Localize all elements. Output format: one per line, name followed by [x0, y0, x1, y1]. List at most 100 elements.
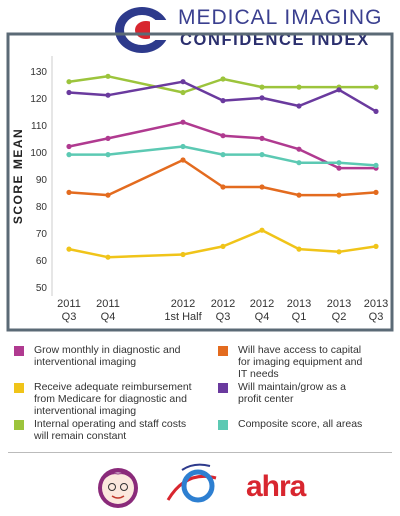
data-point [180, 119, 186, 125]
legend-label: Internal operating and staff costs will … [34, 418, 187, 442]
data-point [220, 184, 226, 190]
x-tick-label-period: Q2 [332, 311, 347, 323]
series [66, 157, 379, 198]
x-tick-label-year: 2012 [211, 298, 235, 310]
data-point [180, 79, 186, 85]
x-tick-label-period: Q3 [62, 311, 77, 323]
y-tick-label: 130 [30, 67, 47, 78]
legend-label: Composite score, all areas [238, 418, 363, 430]
y-axis-label: SCORE MEAN [11, 128, 25, 224]
y-tick-label: 80 [36, 202, 48, 213]
data-point [259, 95, 265, 101]
x-tick-label-period: Q3 [369, 311, 384, 323]
data-point [336, 87, 342, 93]
series [66, 227, 379, 260]
series [66, 73, 379, 96]
x-tick-label-year: 2013 [287, 298, 311, 310]
data-point [259, 135, 265, 141]
data-point [220, 98, 226, 104]
data-point [180, 89, 186, 96]
data-point [180, 157, 186, 163]
brand-title: MEDICAL IMAGING [178, 6, 383, 29]
data-point [336, 249, 342, 255]
y-tick-label: 70 [36, 229, 48, 240]
series-line [67, 145, 378, 167]
data-point [66, 189, 72, 195]
x-tick-label-year: 2012 [250, 298, 274, 310]
data-point [66, 246, 72, 252]
data-point [180, 251, 186, 258]
data-point [373, 243, 379, 249]
y-tick-label: 90 [36, 175, 48, 186]
footer-divider [8, 452, 392, 453]
series-line [67, 158, 378, 197]
data-point [220, 133, 226, 139]
data-point [220, 76, 226, 82]
series-line [67, 75, 378, 94]
data-point [296, 146, 302, 152]
legend-label: Receive adequate reimbursement from Medi… [34, 381, 192, 417]
data-point [373, 189, 379, 195]
data-point [105, 92, 111, 98]
data-point [296, 84, 302, 90]
x-tick-label-period: Q4 [255, 311, 270, 323]
x-tick-label-year: 2011 [96, 298, 120, 310]
legend-swatch [218, 346, 228, 356]
y-tick-label: 100 [30, 148, 47, 159]
data-point [296, 246, 302, 252]
series-line [67, 80, 378, 113]
series-line [67, 228, 378, 259]
y-tick-label: 110 [31, 121, 47, 132]
series-lines [66, 73, 379, 260]
legend-swatch [14, 383, 24, 393]
series [66, 143, 379, 168]
data-point [220, 243, 226, 249]
x-tick-label-year: 2011 [57, 298, 81, 310]
data-point [220, 152, 226, 158]
data-point [105, 135, 111, 141]
header: MEDICAL IMAGING CONFIDENCE INDEX [0, 0, 400, 58]
data-point [105, 254, 111, 260]
data-point [105, 192, 111, 198]
data-point [180, 143, 186, 150]
data-point [259, 84, 265, 90]
x-tick-label-period: Q1 [292, 311, 307, 323]
data-point [259, 227, 265, 233]
data-point [66, 143, 72, 150]
data-point [66, 152, 72, 158]
data-point [296, 160, 302, 166]
data-point [66, 89, 72, 96]
data-point [373, 108, 379, 114]
x-tick-label-period: 1st Half [164, 311, 202, 323]
grandma-mascot-icon [98, 468, 138, 508]
y-tick-labels: 50 60 70 80 90 100 110 120 130 [30, 67, 47, 294]
data-point [336, 160, 342, 166]
data-point [336, 192, 342, 198]
series-line [67, 120, 378, 170]
data-point [259, 152, 265, 158]
data-point [373, 84, 379, 90]
legend-swatch [14, 420, 24, 430]
legend-label: Grow monthly in diagnostic and intervent… [34, 344, 181, 368]
legend-swatch [218, 420, 228, 430]
y-tick-label: 120 [30, 94, 47, 105]
data-point [373, 162, 379, 168]
legend-label: Will maintain/grow as a profit center [238, 381, 346, 405]
data-point [105, 73, 111, 79]
data-point [66, 79, 72, 85]
series [66, 79, 379, 114]
x-tick-label-year: 2013 [364, 298, 388, 310]
ahra-logo: ahra [246, 470, 306, 503]
imaging-swoosh-icon [166, 463, 217, 503]
legend-swatch [218, 383, 228, 393]
legend-label: Will have access to capital for imaging … [238, 344, 363, 380]
chart-frame [6, 32, 394, 332]
y-tick-label: 60 [36, 256, 48, 267]
y-tick-label: 50 [36, 283, 48, 294]
data-point [105, 152, 111, 158]
legend-swatch [14, 346, 24, 356]
x-tick-label-period: Q4 [101, 311, 116, 323]
x-tick-label-year: 2012 [171, 298, 195, 310]
